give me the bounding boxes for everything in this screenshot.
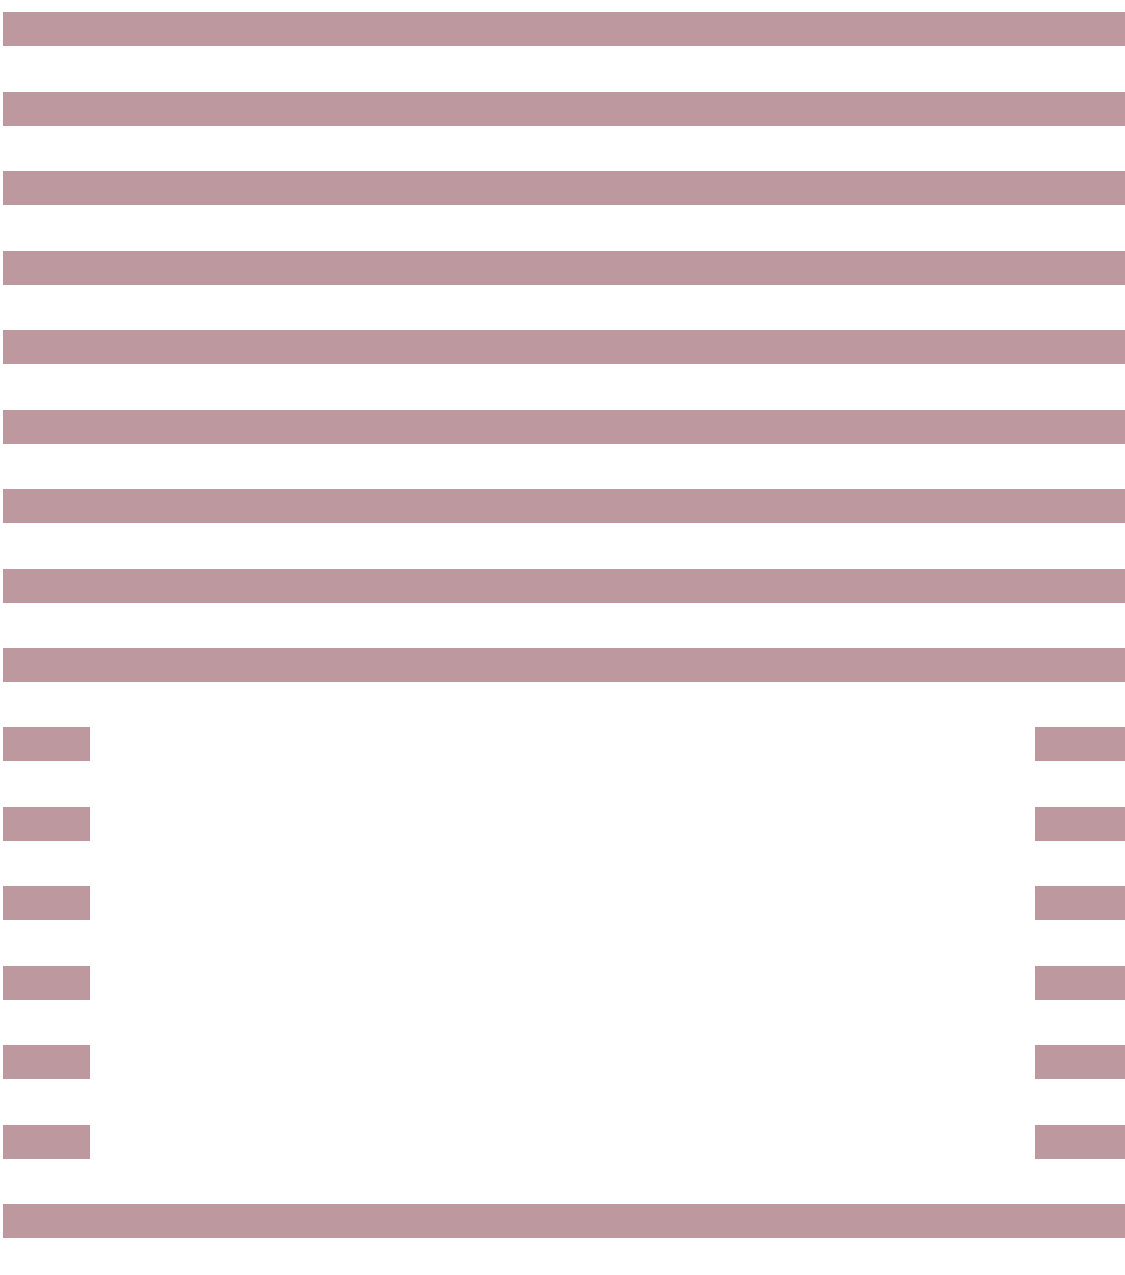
full-stripe bbox=[3, 489, 1125, 523]
full-stripe bbox=[3, 171, 1125, 205]
full-stripe bbox=[3, 1204, 1125, 1238]
right-stripe bbox=[1035, 886, 1125, 920]
right-stripe bbox=[1035, 727, 1125, 761]
full-stripe bbox=[3, 92, 1125, 126]
full-stripe bbox=[3, 410, 1125, 444]
full-stripe bbox=[3, 330, 1125, 364]
left-stripe bbox=[3, 1045, 90, 1079]
left-stripe bbox=[3, 1125, 90, 1159]
right-stripe bbox=[1035, 1125, 1125, 1159]
right-stripe bbox=[1035, 966, 1125, 1000]
right-stripe bbox=[1035, 807, 1125, 841]
full-stripe bbox=[3, 648, 1125, 682]
right-stripe bbox=[1035, 1045, 1125, 1079]
full-stripe bbox=[3, 12, 1125, 46]
left-stripe bbox=[3, 727, 90, 761]
left-stripe bbox=[3, 807, 90, 841]
left-stripe bbox=[3, 966, 90, 1000]
left-stripe bbox=[3, 886, 90, 920]
full-stripe bbox=[3, 569, 1125, 603]
full-stripe bbox=[3, 251, 1125, 285]
